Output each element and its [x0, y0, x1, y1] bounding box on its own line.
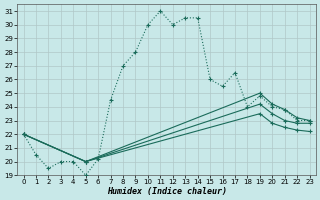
X-axis label: Humidex (Indice chaleur): Humidex (Indice chaleur) [107, 187, 227, 196]
